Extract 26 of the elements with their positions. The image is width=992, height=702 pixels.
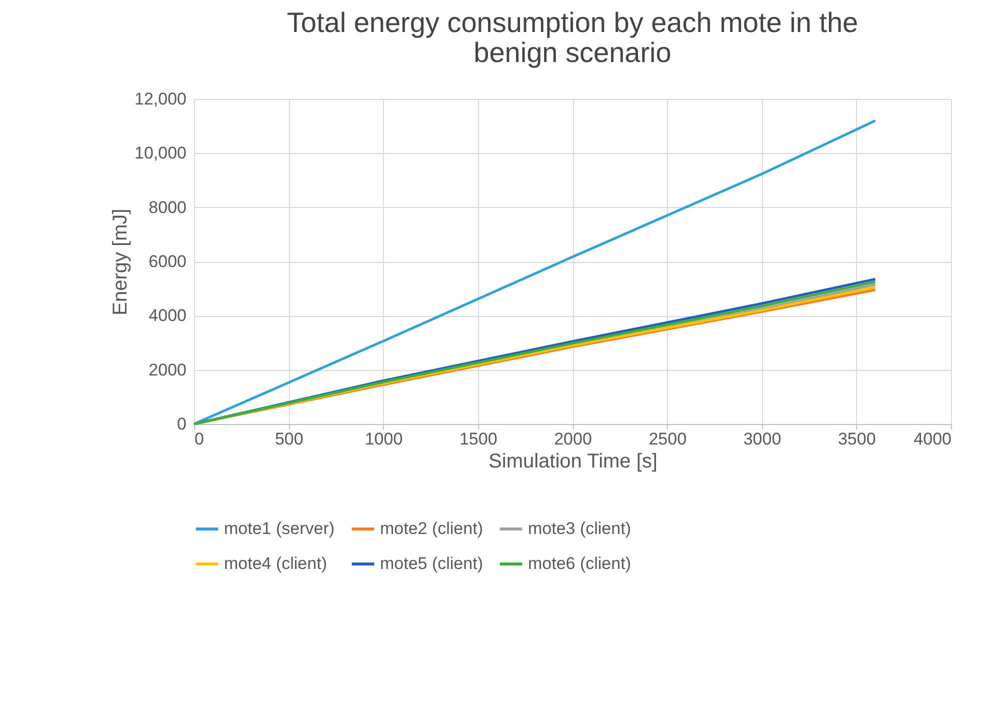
y-tick-label: 0 (177, 414, 186, 434)
x-tick-label: 3500 (838, 430, 876, 448)
x-tick-label: 0 (194, 430, 204, 448)
y-tick-label: 12,000 (134, 90, 186, 108)
legend-label: mote5 (client) (380, 554, 483, 573)
x-tick-label: 2500 (648, 430, 687, 448)
y-tick-label: 8000 (148, 198, 186, 217)
legend-label: mote6 (client) (528, 554, 631, 573)
legend-label: mote1 (server) (224, 519, 335, 538)
y-tick-label: 6000 (148, 252, 186, 271)
y-tick-label: 4000 (148, 306, 186, 326)
x-tick-label: 2000 (554, 430, 592, 448)
legend-label: mote2 (client) (380, 519, 483, 538)
x-tick-label: 1000 (364, 430, 403, 448)
y-tick-label: 2000 (148, 360, 186, 380)
x-tick-label: 3000 (743, 430, 782, 448)
line-series (192, 119, 877, 426)
legend-label: mote3 (client) (528, 519, 631, 538)
y-tick-label: 10,000 (134, 144, 186, 163)
x-tick-label: 1500 (459, 430, 498, 448)
x-tick-label: 4000 (914, 430, 952, 448)
x-tick-label: 500 (274, 430, 304, 448)
legend-label: mote4 (client) (224, 554, 327, 573)
y-axis-title: Energy [mJ] (110, 208, 132, 316)
x-axis-title: Simulation Time [s] (488, 450, 658, 472)
chart-title: Total energy consumption by each mote in the benign scenario (286, 7, 858, 68)
